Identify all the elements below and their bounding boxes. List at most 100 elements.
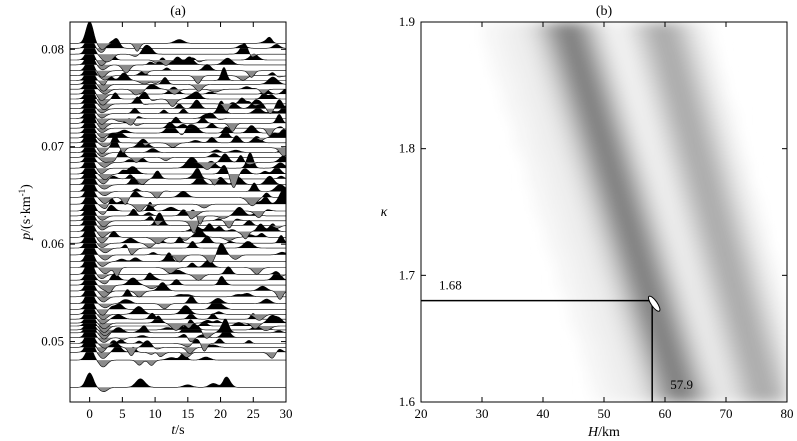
heatmap-cell (683, 72, 690, 86)
heatmap-cell (689, 250, 697, 264)
heatmap-cell (622, 250, 629, 264)
heatmap-cell (707, 250, 715, 264)
heatmap-cell (695, 389, 703, 402)
heatmap-cell (701, 326, 709, 340)
heatmap-cell (774, 326, 782, 340)
heatmap-cell (719, 212, 727, 226)
heatmap-cell (640, 98, 648, 112)
heatmap-cell (646, 250, 654, 264)
heatmap-cell (677, 376, 684, 390)
heatmap-cell (683, 250, 690, 264)
heatmap-cell (549, 123, 556, 137)
heatmap-cell (579, 123, 587, 137)
heatmap-cell (616, 123, 623, 137)
heatmap-cell (701, 224, 709, 238)
heatmap-cell (701, 148, 709, 162)
heatmap-cell (695, 47, 703, 61)
heatmap-cell (726, 224, 733, 238)
heatmap-cell (610, 60, 617, 74)
heatmap-cell (658, 85, 666, 99)
heatmap-cell (628, 262, 636, 276)
heatmap-cell (628, 389, 636, 402)
heatmap-cell (640, 123, 648, 137)
trace-negative-fill (70, 254, 286, 263)
heatmap-cell (640, 47, 648, 61)
heatmap-cell (732, 186, 739, 200)
heatmap-cell (530, 60, 538, 74)
heatmap-cell (579, 98, 587, 112)
heatmap-cell (762, 237, 770, 251)
heatmap-cell (628, 123, 636, 137)
heatmap-cell (658, 98, 666, 112)
heatmap-cell (738, 262, 745, 276)
heatmap-cell (591, 136, 599, 150)
heatmap-cell (732, 148, 739, 162)
heatmap-cell (652, 148, 660, 162)
heatmap-cell (622, 237, 629, 251)
heatmap-cell (756, 364, 764, 378)
heatmap-cell (573, 262, 581, 276)
heatmap-cell (616, 22, 623, 36)
trace-negative-fill (70, 147, 286, 157)
trace-negative-fill (70, 174, 286, 188)
heatmap-cell (506, 110, 514, 124)
trace-positive-fill (70, 47, 286, 60)
heatmap-cell (744, 338, 751, 352)
heatmap-cell (683, 34, 690, 48)
heatmap-cell (646, 161, 654, 175)
heatmap-cell (762, 338, 770, 352)
heatmap-cell (616, 288, 623, 302)
heatmap-cell (567, 199, 575, 213)
heatmap-cell (573, 47, 581, 61)
heatmap-cell (536, 72, 544, 86)
heatmap-cell (707, 186, 715, 200)
heatmap-cell (683, 326, 690, 340)
heatmap-cell (604, 174, 611, 188)
heatmap-cell (658, 300, 666, 314)
heatmap-cell (616, 148, 623, 162)
heatmap-cell (713, 212, 721, 226)
heatmap-cell (640, 262, 648, 276)
heatmap-cell (750, 288, 758, 302)
heatmap-cell (707, 300, 715, 314)
heatmap-cell (707, 338, 715, 352)
heatmap-cell (640, 300, 648, 314)
heatmap-cell (707, 376, 715, 390)
heatmap-cell (689, 262, 697, 276)
heatmap-cell (726, 174, 733, 188)
heatmap-cell (689, 60, 697, 74)
heatmap-cell (543, 161, 550, 175)
heatmap-cell (573, 288, 581, 302)
heatmap-cell (585, 376, 593, 390)
heatmap-cell (652, 186, 660, 200)
heatmap-cell (726, 326, 733, 340)
heatmap-cell (549, 85, 556, 99)
heatmap-cell (671, 174, 678, 188)
heatmap-cell (482, 22, 489, 36)
heatmap-cell (658, 262, 666, 276)
heatmap-cell (579, 224, 587, 238)
heatmap-cell (774, 288, 782, 302)
heatmap-cell (646, 85, 654, 99)
heatmap-cell (573, 22, 581, 36)
heatmap-cell (738, 300, 745, 314)
heatmap-cell (726, 98, 733, 112)
trace-line (70, 266, 286, 285)
heatmap-cell (524, 47, 532, 61)
trace-negative-fill (70, 118, 286, 126)
heatmap-cell (524, 174, 532, 188)
heatmap-cell (756, 262, 764, 276)
heatmap-cell (658, 161, 666, 175)
heatmap-cell (646, 136, 654, 150)
heatmap-cell (646, 351, 654, 365)
heatmap-cell (689, 34, 697, 48)
heatmap-cell (579, 148, 587, 162)
heatmap-cell (756, 351, 764, 365)
heatmap-cell (622, 326, 629, 340)
heatmap-cell (671, 47, 678, 61)
heatmap-cell (573, 300, 581, 314)
heatmap-cell (738, 148, 745, 162)
heatmap-cell (573, 60, 581, 74)
heatmap-cell (671, 250, 678, 264)
trace-negative-fill (96, 123, 243, 132)
